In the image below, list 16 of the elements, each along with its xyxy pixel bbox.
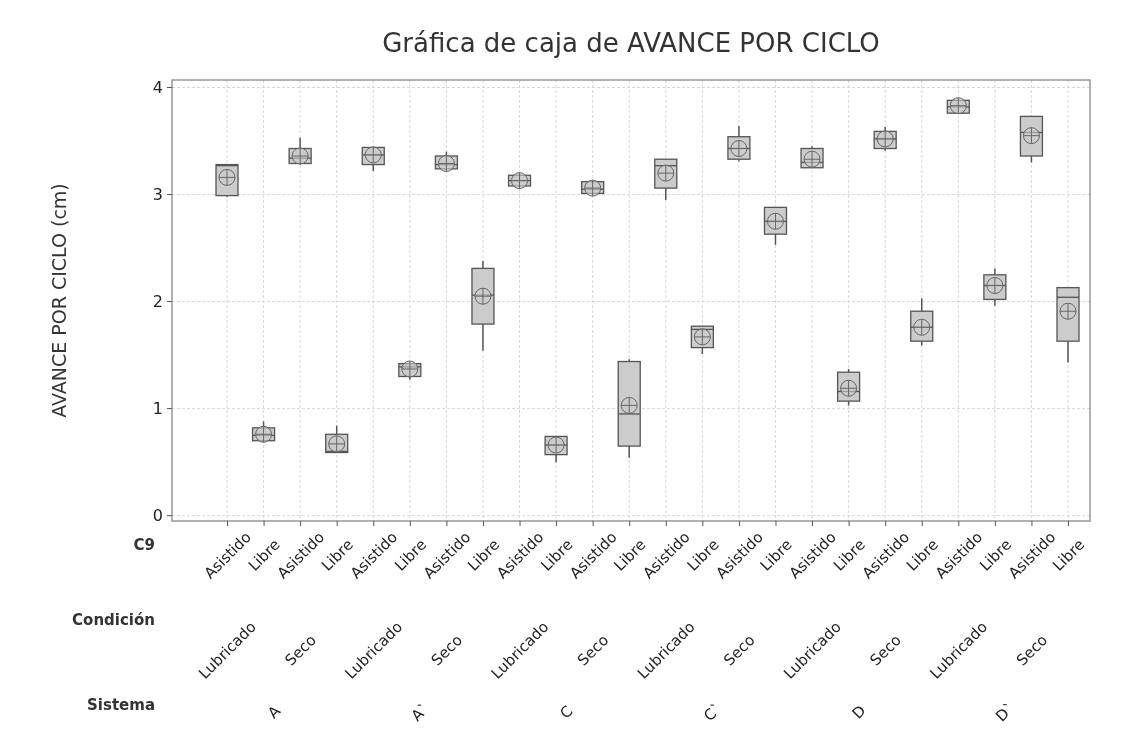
text: C` [700, 699, 726, 725]
y-tick-label: 1 [152, 399, 163, 419]
text: A` [407, 699, 433, 725]
y-tick-label: 0 [152, 506, 163, 526]
y-tick-label: 2 [152, 292, 163, 312]
text: D` [992, 699, 1019, 726]
y-tick-label: 4 [152, 78, 163, 98]
text: C9 [133, 536, 155, 554]
text: C [556, 702, 577, 723]
text: Condición [72, 611, 155, 629]
y-axis-title: AVANCE POR CICLO (cm) [48, 183, 70, 418]
text: Sistema [87, 696, 155, 714]
chart-title: Gráfica de caja de AVANCE POR CICLO [382, 28, 880, 58]
text: D [848, 701, 870, 723]
text: A [264, 701, 285, 723]
y-tick-label: 3 [152, 185, 163, 205]
